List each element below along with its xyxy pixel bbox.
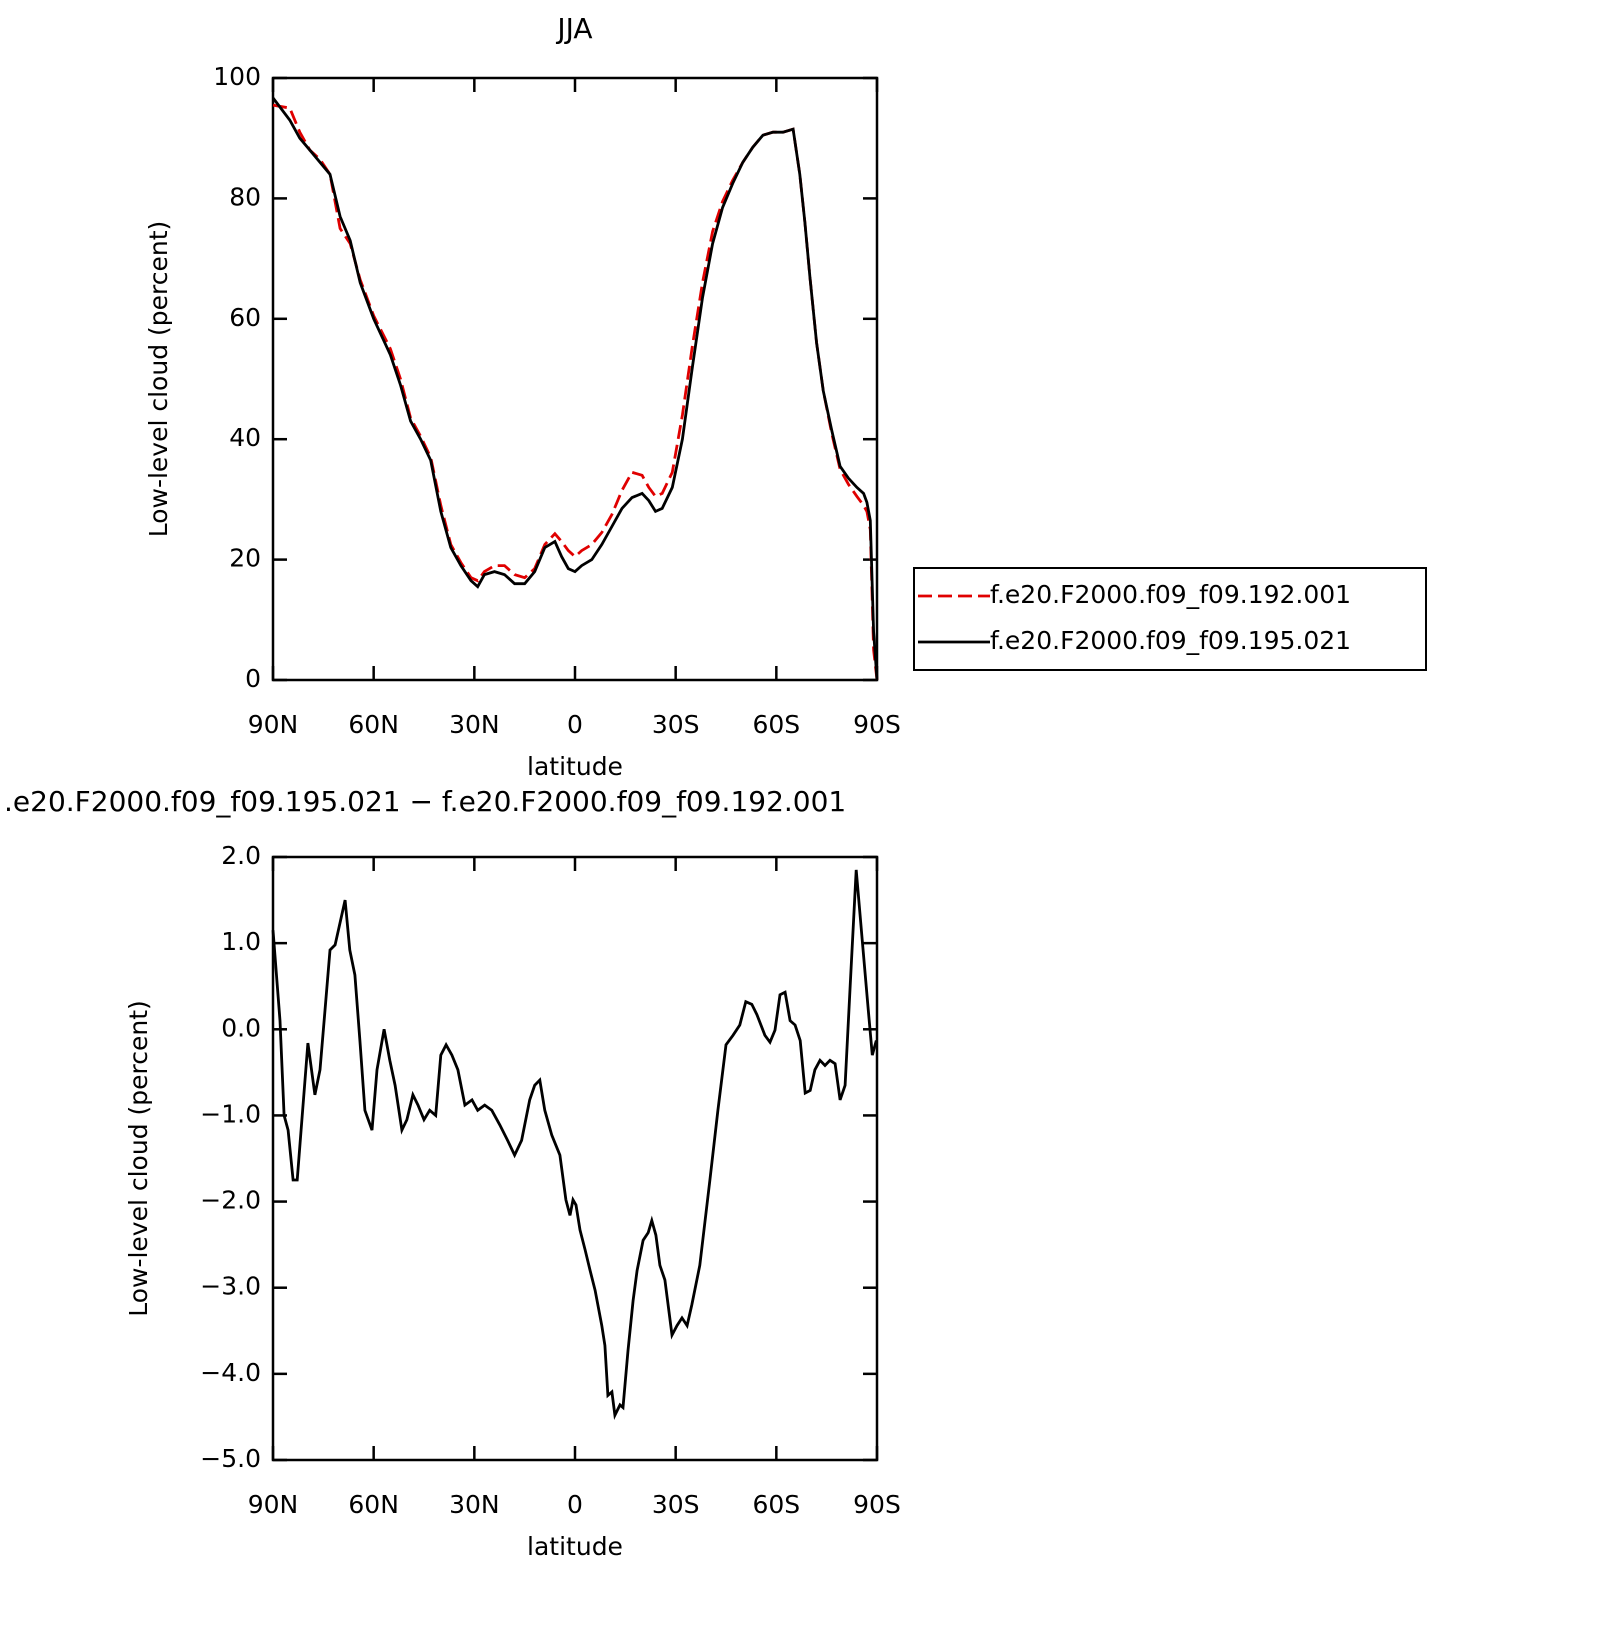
x-tick-label: 30N — [449, 1490, 500, 1519]
y-tick-label: −2.0 — [200, 1186, 261, 1215]
data-line — [271, 869, 878, 1420]
y-tick-label: 1.0 — [221, 927, 261, 956]
x-tick-label: 0 — [567, 1490, 583, 1519]
plot-frame — [271, 855, 879, 1462]
x-tick-label: 90N — [248, 1490, 299, 1519]
chart-title: JJA — [555, 12, 592, 45]
y-tick-label: 100 — [213, 62, 261, 91]
x-tick-label: 60N — [348, 710, 399, 739]
x-tick-label: 90S — [853, 710, 901, 739]
data-line — [272, 103, 879, 681]
x-axis-label: latitude — [527, 752, 623, 781]
x-tick-label: 60S — [752, 710, 800, 739]
y-tick-label: 0 — [245, 664, 261, 693]
plot-frame — [271, 76, 879, 682]
y-axis-label: Low-level cloud (percent) — [144, 221, 173, 538]
y-axis-label: Low-level cloud (percent) — [124, 1000, 153, 1317]
x-tick-label: 30S — [652, 1490, 700, 1519]
y-tick-label: −3.0 — [200, 1272, 261, 1301]
x-tick-label: 30S — [652, 710, 700, 739]
x-axis-label: latitude — [527, 1532, 623, 1561]
chart-title: .e20.F2000.f09_f09.195.021 − f.e20.F2000… — [4, 785, 846, 818]
y-tick-label: 60 — [229, 303, 261, 332]
x-tick-label: 60S — [752, 1490, 800, 1519]
y-tick-label: −5.0 — [200, 1444, 261, 1473]
x-tick-label: 90S — [853, 1490, 901, 1519]
y-tick-label: 40 — [229, 423, 261, 452]
y-tick-label: 80 — [229, 182, 261, 211]
legend-label: f.e20.F2000.f09_f09.195.021 — [990, 626, 1351, 655]
x-tick-label: 90N — [248, 710, 299, 739]
x-tick-label: 30N — [449, 710, 500, 739]
y-tick-label: 0.0 — [221, 1013, 261, 1042]
y-tick-label: 2.0 — [221, 841, 261, 870]
y-tick-label: 20 — [229, 544, 261, 573]
legend-box — [913, 567, 1427, 671]
x-tick-label: 0 — [567, 710, 583, 739]
legend-label: f.e20.F2000.f09_f09.192.001 — [990, 580, 1351, 609]
y-tick-label: −1.0 — [200, 1099, 261, 1128]
x-tick-label: 60N — [348, 1490, 399, 1519]
data-line — [271, 97, 879, 681]
y-tick-label: −4.0 — [200, 1358, 261, 1387]
